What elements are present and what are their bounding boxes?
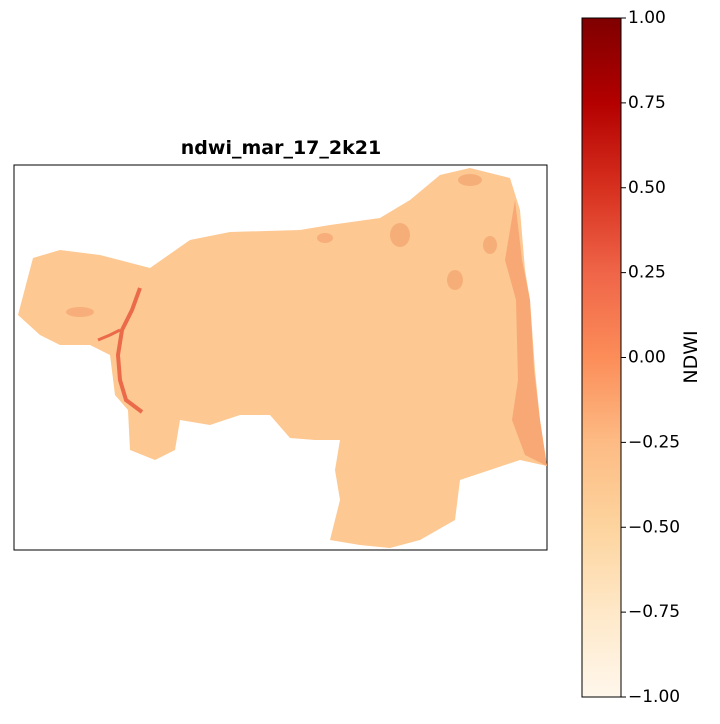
colorbar: [581, 17, 622, 698]
colorbar-tick-label: −1.00: [628, 687, 680, 707]
colorbar-label: NDWI: [680, 330, 702, 383]
colorbar-tick-label: 0.25: [628, 263, 666, 283]
colorbar-tick-label: 1.00: [628, 8, 666, 28]
map-frame: [13, 164, 548, 551]
map-title: ndwi_mar_17_2k21: [181, 137, 381, 159]
colorbar-tick-label: 0.50: [628, 178, 666, 198]
colorbar-tick-label: −0.25: [628, 432, 680, 452]
colorbar-tick-label: −0.50: [628, 517, 680, 537]
map-region: [18, 168, 547, 548]
colorbar-tick-label: −0.75: [628, 602, 680, 622]
colorbar-tick-label: 0.75: [628, 93, 666, 113]
colorbar-tick-label: 0.00: [628, 348, 666, 368]
